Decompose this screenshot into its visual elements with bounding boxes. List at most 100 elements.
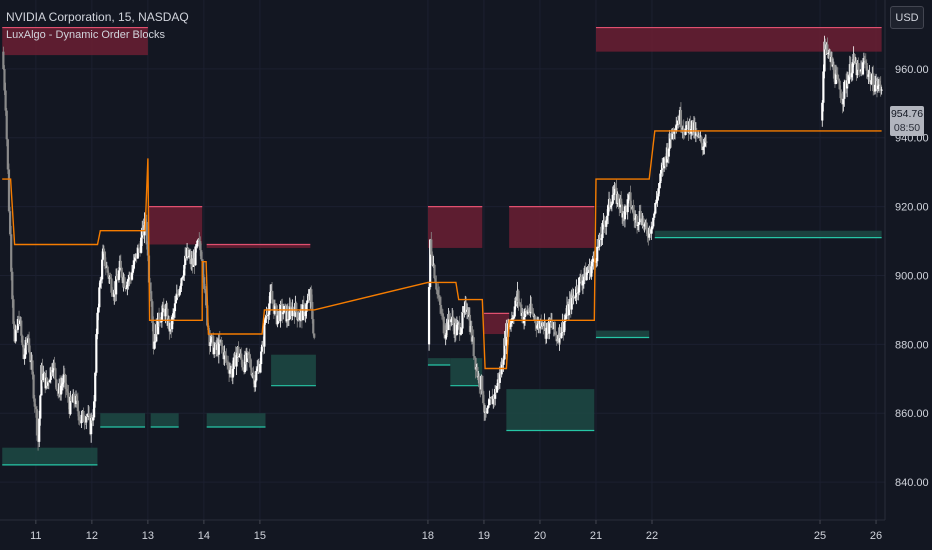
candle-body — [838, 80, 841, 90]
candle-body — [850, 73, 853, 78]
candle-body — [162, 304, 165, 309]
candle-body — [541, 322, 544, 327]
candle-body — [579, 276, 583, 282]
candle-body — [598, 234, 601, 247]
candle-body — [570, 294, 573, 310]
candle-body — [612, 193, 615, 195]
candle-body — [194, 246, 197, 266]
candle-body — [645, 222, 648, 231]
candle-body — [65, 389, 68, 392]
candle-body — [671, 128, 674, 140]
candle-body — [255, 370, 258, 381]
candle-body — [120, 267, 123, 278]
candle-body — [304, 311, 307, 317]
candle-body — [629, 192, 632, 207]
candle-body — [865, 63, 868, 71]
currency-button[interactable]: USD — [890, 6, 924, 29]
candle-body — [306, 300, 309, 304]
candle-body — [509, 323, 513, 325]
candle-body — [95, 334, 98, 373]
candle-body — [874, 84, 877, 92]
candle-body — [50, 367, 53, 373]
trail-line — [2, 130, 882, 370]
candle-body — [686, 121, 689, 126]
candle-body — [245, 352, 248, 363]
candle-body — [282, 312, 285, 315]
candle-body — [254, 380, 257, 388]
candle-body — [447, 313, 450, 331]
candle-body — [436, 289, 439, 291]
candle-body — [187, 255, 191, 257]
candle-body — [46, 381, 50, 386]
candle-body — [613, 187, 616, 194]
candle-body — [224, 352, 227, 356]
candle-body — [476, 367, 479, 378]
candle-body — [152, 322, 155, 349]
candle-body — [101, 248, 105, 260]
price-axis: 840.00860.00880.00900.00920.00940.00960.… — [895, 64, 929, 489]
candle-body — [600, 238, 603, 241]
candle-body — [653, 213, 656, 218]
candle-body — [693, 122, 697, 136]
candle-body — [151, 301, 154, 323]
bullish-order-block — [595, 330, 650, 338]
candle-body — [210, 335, 213, 343]
candle-body — [220, 339, 223, 346]
candle-body — [512, 316, 515, 319]
candle-body — [90, 417, 93, 435]
candle-body — [639, 211, 642, 219]
candle-body — [876, 85, 880, 90]
candle-body — [123, 277, 126, 288]
candle-body — [657, 188, 660, 197]
candle-body — [861, 62, 865, 75]
candle-body — [47, 381, 51, 383]
candle-body — [83, 421, 86, 423]
candle-body — [431, 254, 434, 266]
candle-body — [485, 411, 488, 414]
candle-body — [463, 306, 466, 313]
bearish-order-block — [206, 244, 311, 248]
candle-body — [835, 73, 838, 75]
time-tick-label: 21 — [590, 530, 602, 542]
candle-body — [563, 321, 566, 333]
candle-body — [225, 355, 228, 362]
candle-body — [14, 329, 17, 342]
candle-body — [567, 304, 571, 316]
candle-body — [262, 344, 265, 347]
price-tick-label: 880.00 — [895, 339, 929, 351]
candle-body — [635, 215, 639, 227]
candle-body — [646, 230, 649, 237]
candle-body — [145, 221, 148, 245]
candle-body — [698, 135, 701, 138]
candle-body — [821, 102, 824, 121]
bar-countdown: 08:50 — [893, 122, 921, 134]
candle-body — [211, 335, 214, 337]
candle-body — [13, 323, 16, 342]
candle-body — [514, 297, 517, 307]
candle-body — [19, 320, 22, 325]
bearish-order-block — [595, 27, 882, 52]
candle-body — [237, 346, 240, 358]
candle-body — [93, 401, 96, 418]
candle-body — [642, 218, 645, 227]
candle-body — [292, 307, 295, 309]
candle-body — [270, 290, 274, 300]
candle-body — [542, 322, 545, 327]
candle-body — [85, 415, 88, 423]
candle-body — [131, 268, 135, 273]
candle-body — [851, 62, 854, 74]
candle-body — [110, 278, 113, 293]
candle-body — [36, 435, 40, 442]
candle-body — [129, 274, 132, 278]
time-tick-label: 22 — [646, 530, 658, 542]
candle-body — [107, 272, 110, 279]
candle-body — [472, 337, 475, 357]
candle-body — [637, 222, 641, 225]
candle-body — [837, 79, 840, 81]
candle-body — [286, 311, 290, 320]
candle-body — [42, 373, 45, 381]
candle-body — [21, 335, 24, 346]
indicator-name[interactable]: LuxAlgo - Dynamic Order Blocks — [6, 29, 165, 41]
candle-body — [8, 211, 12, 235]
